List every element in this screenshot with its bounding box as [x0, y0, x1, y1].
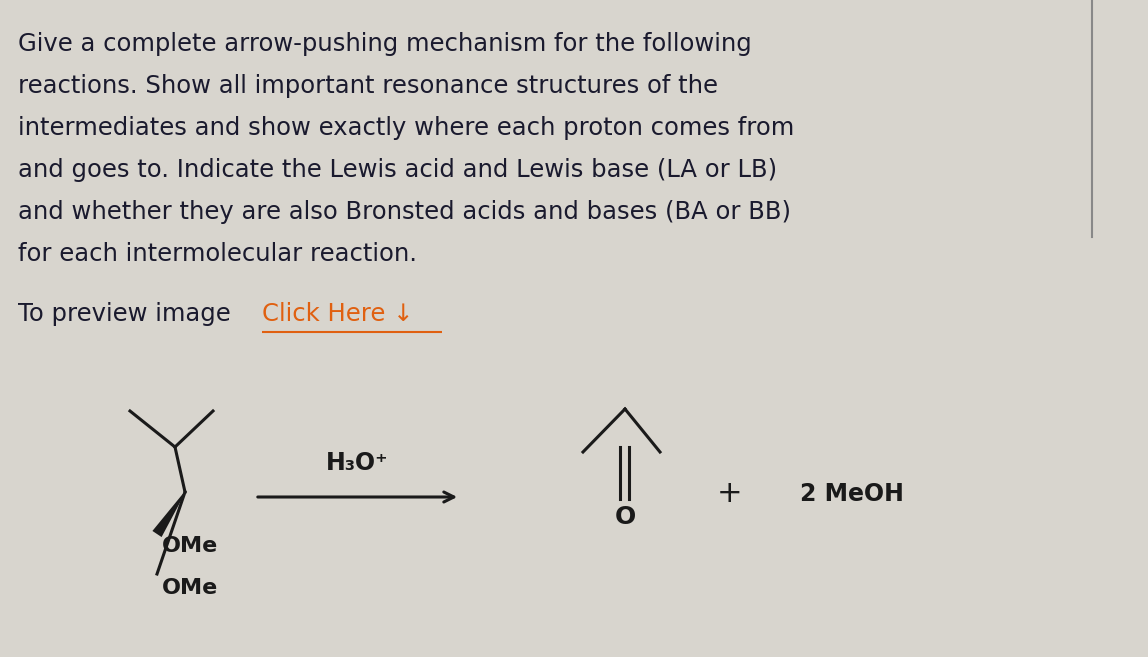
- Text: reactions. Show all important resonance structures of the: reactions. Show all important resonance …: [18, 74, 718, 98]
- Text: for each intermolecular reaction.: for each intermolecular reaction.: [18, 242, 417, 266]
- Text: intermediates and show exactly where each proton comes from: intermediates and show exactly where eac…: [18, 116, 794, 140]
- Text: To preview image: To preview image: [18, 302, 239, 326]
- Text: Give a complete arrow-pushing mechanism for the following: Give a complete arrow-pushing mechanism …: [18, 32, 752, 56]
- Text: H₃O⁺: H₃O⁺: [326, 451, 389, 475]
- Text: Click Here ↓: Click Here ↓: [262, 302, 413, 326]
- Text: O: O: [614, 505, 636, 529]
- Text: and goes to. Indicate the Lewis acid and Lewis base (LA or LB): and goes to. Indicate the Lewis acid and…: [18, 158, 777, 182]
- Text: and whether they are also Bronsted acids and bases (BA or BB): and whether they are also Bronsted acids…: [18, 200, 791, 224]
- Text: +: +: [718, 480, 743, 509]
- Text: OMe: OMe: [162, 578, 218, 598]
- Polygon shape: [153, 491, 186, 537]
- Text: 2 MeOH: 2 MeOH: [800, 482, 903, 506]
- Text: OMe: OMe: [162, 536, 218, 556]
